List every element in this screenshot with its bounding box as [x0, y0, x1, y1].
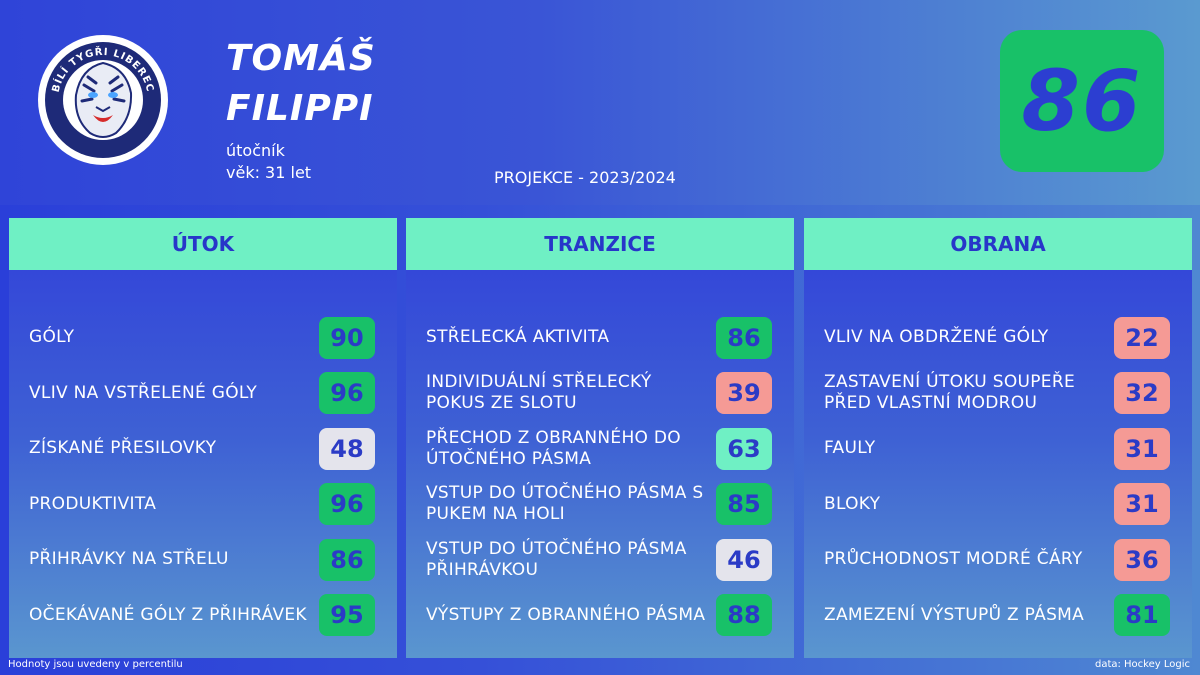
- stat-label: VLIV NA VSTŘELENÉ GÓLY: [29, 382, 258, 403]
- stat-percentile-badge: 95: [319, 594, 375, 637]
- player-header: BÍLÍ TYGŘI LIBEREC TOMÁŠ FILIPPI útočník…: [0, 0, 1200, 200]
- stat-row: BLOKY 31: [804, 477, 1192, 533]
- stat-label: ZASTAVENÍ ÚTOKU SOUPEŘE PŘED VLASTNÍ MOD…: [824, 372, 1075, 414]
- stat-row: ZÍSKANÉ PŘESILOVKY 48: [9, 421, 397, 477]
- stat-percentile-badge: 88: [716, 594, 772, 637]
- stat-row: VÝSTUPY Z OBRANNÉHO PÁSMA 88: [406, 588, 794, 644]
- stat-row: VLIV NA VSTŘELENÉ GÓLY 96: [9, 366, 397, 422]
- stat-row: ZAMEZENÍ VÝSTUPŮ Z PÁSMA 81: [804, 588, 1192, 644]
- stat-percentile-badge: 96: [319, 372, 375, 415]
- stat-list: GÓLY 90 VLIV NA VSTŘELENÉ GÓLY 96 ZÍSKANÉ PŘ…: [9, 310, 397, 643]
- stat-label: INDIVIDUÁLNÍ STŘELECKÝ POKUS ZE SLOTU: [426, 372, 652, 414]
- player-name: TOMÁŠ FILIPPI: [226, 34, 376, 134]
- stat-row: INDIVIDUÁLNÍ STŘELECKÝ POKUS ZE SLOTU 39: [406, 366, 794, 422]
- stat-row: VSTUP DO ÚTOČNÉHO PÁSMA S PUKEM NA HOLI 8…: [406, 477, 794, 533]
- stat-percentile-badge: 31: [1114, 427, 1170, 470]
- section-title: OBRANA: [804, 218, 1192, 270]
- stat-row: GÓLY 90: [9, 310, 397, 366]
- stat-label: STŘELECKÁ AKTIVITA: [426, 327, 610, 348]
- stat-label: PŘIHRÁVKY NA STŘELU: [29, 549, 229, 570]
- section-obrana: OBRANA VLIV NA OBDRŽENÉ GÓLY 22 ZASTAVENÍ …: [804, 218, 1192, 658]
- stat-percentile-badge: 36: [1114, 538, 1170, 581]
- stat-label: VÝSTUPY Z OBRANNÉHO PÁSMA: [426, 604, 706, 625]
- stat-label: PŘECHOD Z OBRANNÉHO DO ÚTOČNÉHO PÁSMA: [426, 427, 681, 469]
- stat-row: OČEKÁVANÉ GÓLY Z PŘIHRÁVEK 95: [9, 588, 397, 644]
- stat-row: PŘECHOD Z OBRANNÉHO DO ÚTOČNÉHO PÁSMA 63: [406, 421, 794, 477]
- stat-row: FAULY 31: [804, 421, 1192, 477]
- stat-row: ZASTAVENÍ ÚTOKU SOUPEŘE PŘED VLASTNÍ MOD…: [804, 366, 1192, 422]
- player-meta: útočník věk: 31 let: [226, 140, 311, 184]
- stat-label: PRŮCHODNOST MODRÉ ČÁRY: [824, 549, 1083, 570]
- player-last-name: FILIPPI: [226, 88, 374, 129]
- data-source: data: Hockey Logic: [1094, 659, 1190, 670]
- section-title: ÚTOK: [9, 218, 397, 270]
- stat-label: ZÍSKANÉ PŘESILOVKY: [29, 438, 217, 459]
- section-title: TRANZICE: [406, 218, 794, 270]
- overall-rating-badge: 86: [1000, 30, 1164, 172]
- stat-percentile-badge: 86: [319, 538, 375, 581]
- stat-row: VSTUP DO ÚTOČNÉHO PÁSMA PŘIHRÁVKOU 46: [406, 532, 794, 588]
- season-label: PROJEKCE - 2023/2024: [494, 168, 676, 187]
- stat-percentile-badge: 22: [1114, 316, 1170, 359]
- stat-percentile-badge: 63: [716, 427, 772, 470]
- player-position: útočník: [226, 141, 285, 160]
- stat-list: STŘELECKÁ AKTIVITA 86 INDIVIDUÁLNÍ STŘELEC…: [406, 310, 794, 643]
- section-utok: ÚTOK GÓLY 90 VLIV NA VSTŘELENÉ GÓLY 96 ZÍSKA…: [9, 218, 397, 658]
- stat-percentile-badge: 32: [1114, 372, 1170, 415]
- stat-percentile-badge: 86: [716, 316, 772, 359]
- stat-label: FAULY: [824, 438, 876, 459]
- stat-label: BLOKY: [824, 493, 881, 514]
- overall-rating-value: 86: [1021, 52, 1143, 150]
- stat-label: VSTUP DO ÚTOČNÉHO PÁSMA S PUKEM NA HOLI: [426, 483, 704, 525]
- stat-percentile-badge: 39: [716, 372, 772, 415]
- stat-row: PRŮCHODNOST MODRÉ ČÁRY 36: [804, 532, 1192, 588]
- stat-percentile-badge: 31: [1114, 483, 1170, 526]
- stat-label: VLIV NA OBDRŽENÉ GÓLY: [824, 327, 1049, 348]
- player-age: věk: 31 let: [226, 163, 312, 182]
- stat-row: STŘELECKÁ AKTIVITA 86: [406, 310, 794, 366]
- team-logo: BÍLÍ TYGŘI LIBEREC: [38, 35, 168, 165]
- stat-label: ZAMEZENÍ VÝSTUPŮ Z PÁSMA: [824, 604, 1085, 625]
- section-tranzice: TRANZICE STŘELECKÁ AKTIVITA 86 INDIVIDUÁLN…: [406, 218, 794, 658]
- stat-row: VLIV NA OBDRŽENÉ GÓLY 22: [804, 310, 1192, 366]
- stat-percentile-badge: 48: [319, 427, 375, 470]
- stat-label: OČEKÁVANÉ GÓLY Z PŘIHRÁVEK: [29, 604, 307, 625]
- stat-row: PŘIHRÁVKY NA STŘELU 86: [9, 532, 397, 588]
- player-first-name: TOMÁŠ: [226, 38, 376, 79]
- stat-label: PRODUKTIVITA: [29, 493, 157, 514]
- percentile-note: Hodnoty jsou uvedeny v percentilu: [8, 659, 183, 670]
- stat-percentile-badge: 46: [716, 538, 772, 581]
- stat-row: PRODUKTIVITA 96: [9, 477, 397, 533]
- stat-percentile-badge: 81: [1114, 594, 1170, 637]
- stat-percentile-badge: 96: [319, 483, 375, 526]
- stat-percentile-badge: 90: [319, 316, 375, 359]
- stat-list: VLIV NA OBDRŽENÉ GÓLY 22 ZASTAVENÍ ÚTOKU S…: [804, 310, 1192, 643]
- stat-label: GÓLY: [29, 327, 75, 348]
- stat-percentile-badge: 85: [716, 483, 772, 526]
- stat-label: VSTUP DO ÚTOČNÉHO PÁSMA PŘIHRÁVKOU: [426, 538, 687, 580]
